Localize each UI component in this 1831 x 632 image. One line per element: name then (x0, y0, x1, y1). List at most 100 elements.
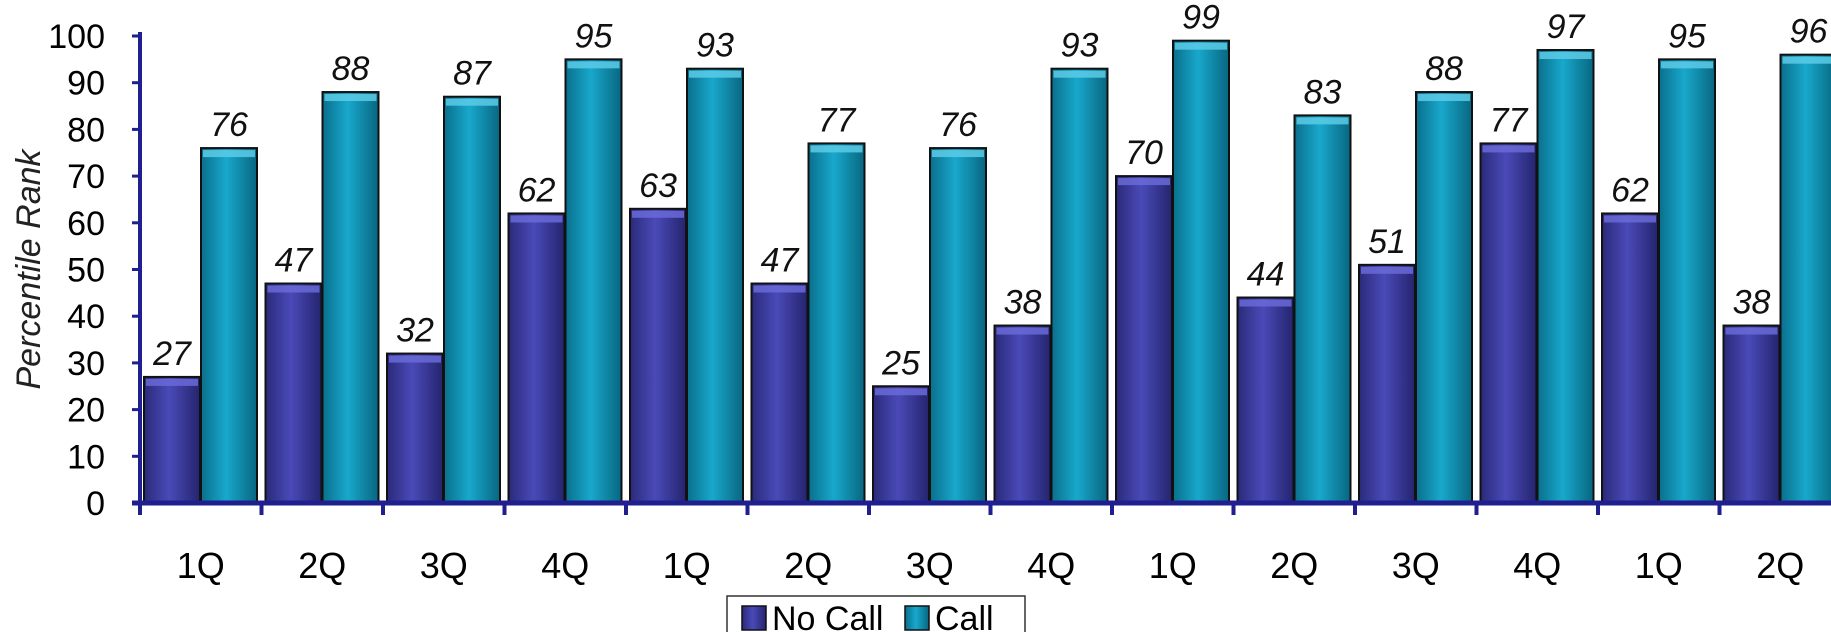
bar-bevel (875, 388, 927, 396)
x-tick-label: 3Q (1392, 545, 1440, 586)
x-tick-box (1021, 536, 1082, 592)
legend-label: Call (935, 600, 994, 632)
y-tick-box (82, 390, 122, 429)
y-tick-label: 20 (67, 392, 105, 430)
y-tick-box (82, 343, 122, 382)
bar-no-call (993, 324, 1052, 505)
data-label: 47 (275, 242, 314, 280)
bar-no-call (750, 282, 809, 505)
legend-swatch-call (904, 605, 930, 631)
x-tick-label: 2Q (298, 545, 346, 586)
bar-no-call (872, 385, 930, 504)
bar-call (1293, 114, 1352, 504)
bar-bevel (1604, 215, 1656, 223)
bar-bevel (753, 285, 806, 293)
bar-call (564, 58, 623, 504)
bar-call (1779, 53, 1831, 505)
y-tick-box (82, 110, 122, 149)
data-label: 93 (1061, 27, 1099, 65)
bar-bevel (510, 215, 563, 223)
bar-call (929, 147, 987, 505)
bar-bevel (1539, 52, 1592, 60)
bar-no-call (1236, 296, 1295, 504)
bar-no-call (1479, 142, 1538, 504)
bar-bevel (1296, 117, 1349, 125)
data-label: 83 (1304, 73, 1342, 111)
x-tick-box (1750, 536, 1811, 592)
x-tick-box (1385, 536, 1446, 592)
y-tick-label: 90 (67, 65, 105, 103)
bar-bevel (1661, 61, 1713, 69)
bar-call (443, 95, 501, 505)
bar-bevel (1239, 299, 1292, 307)
bar-no-call (1601, 212, 1659, 505)
bar-bevel (1725, 327, 1778, 335)
data-label: 47 (761, 242, 800, 280)
x-tick-box (656, 536, 717, 592)
bar-bevel (1482, 145, 1535, 153)
x-tick-label: 1Q (1635, 545, 1683, 586)
x-tick-box (899, 536, 960, 592)
x-tick-box (1507, 536, 1568, 592)
bar-bevel (324, 94, 377, 102)
data-label: 25 (881, 344, 920, 382)
x-tick-label: 1Q (663, 545, 711, 586)
y-tick-label: 0 (86, 485, 105, 523)
bar-no-call (1722, 324, 1781, 505)
x-tick-label: 2Q (784, 545, 832, 586)
bar-bevel (932, 150, 984, 158)
bar-bevel (689, 70, 741, 78)
y-axis-title-group: Percentile Rank (10, 147, 48, 389)
x-tick-label: 4Q (1513, 545, 1561, 586)
y-tick-box (82, 484, 122, 522)
bar-call (321, 91, 380, 504)
bar-bevel (1782, 56, 1831, 64)
bar-call (1415, 91, 1473, 504)
bar-bevel (996, 327, 1049, 335)
bar-bevel (567, 61, 620, 69)
data-label: 27 (152, 335, 192, 373)
data-label: 97 (1547, 8, 1586, 46)
bar-bevel (446, 98, 498, 106)
x-tick-label: 3Q (906, 545, 954, 586)
x-axis-ticks: 1Q 2Q 3Q 4Q 1Q 2Q 3Q 4Q 1Q 2Q 3Q 4Q 1Q 2Q (170, 536, 1811, 592)
bar-call (1658, 58, 1716, 504)
data-label: 38 (1733, 284, 1771, 322)
data-label: 76 (939, 106, 977, 144)
data-label: 51 (1368, 223, 1406, 261)
data-label: 62 (518, 171, 556, 209)
data-label: 63 (639, 167, 677, 205)
data-label: 62 (1611, 171, 1649, 209)
data-label: 38 (1004, 284, 1042, 322)
bar-call (200, 147, 258, 505)
bar-bevel (389, 355, 441, 363)
y-tick-box (82, 17, 122, 55)
bar-no-call (1358, 263, 1416, 504)
x-tick-label: 4Q (1027, 545, 1075, 586)
x-tick-box (778, 536, 839, 592)
bar-bevel (267, 285, 320, 293)
y-tick-box (82, 63, 122, 102)
bar-no-call (386, 352, 444, 504)
legend-swatch-no-call (741, 605, 767, 631)
axes-group (132, 32, 1831, 515)
y-tick-label: 100 (48, 18, 105, 56)
y-tick-box (82, 437, 122, 476)
y-tick-label: 10 (67, 438, 105, 476)
data-label: 87 (453, 55, 492, 93)
bar-no-call (1115, 175, 1173, 504)
bar-bevel (1361, 266, 1413, 274)
x-tick-label: 2Q (1756, 545, 1804, 586)
y-axis-title: Percentile Rank (10, 147, 48, 389)
bar-call (1536, 49, 1595, 504)
bars-group (143, 39, 1831, 505)
y-tick-box (82, 203, 122, 242)
data-label: 77 (818, 101, 857, 139)
bar-call (686, 67, 744, 504)
x-tick-label: 3Q (420, 545, 468, 586)
x-tick-box (1264, 536, 1325, 592)
x-tick-label: 1Q (177, 545, 225, 586)
bar-no-call (143, 375, 201, 504)
y-tick-label: 70 (67, 158, 105, 196)
x-tick-box (292, 536, 353, 592)
